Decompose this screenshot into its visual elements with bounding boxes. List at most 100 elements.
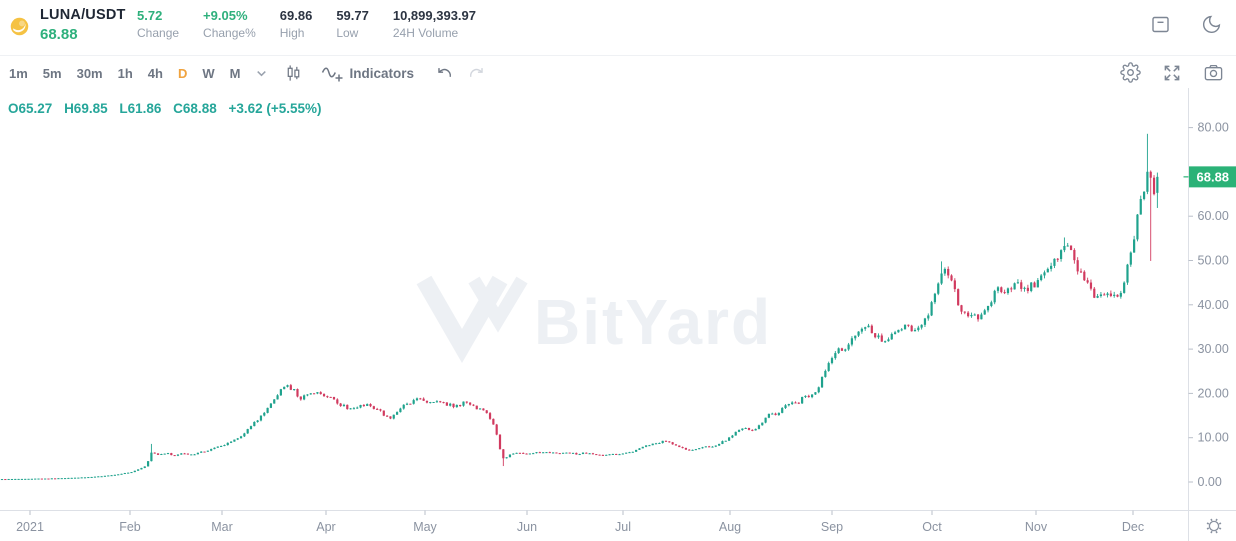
candle-body (1142, 191, 1146, 199)
candle-body (498, 434, 502, 450)
price-tick-label: 40.00 (1198, 298, 1229, 312)
candle-body (694, 449, 697, 451)
candle-body (771, 413, 774, 415)
price-axis[interactable]: 80.00 60.00 50.00 40.00 30.00 20.00 10.00 0.00 (1188, 121, 1229, 489)
candle-body (1030, 282, 1033, 291)
candle-body (409, 403, 412, 405)
candle-body (870, 325, 873, 334)
candle-body (1126, 264, 1129, 283)
axis-settings-gear-icon[interactable] (1206, 518, 1222, 534)
candle-body (249, 426, 253, 430)
candle-body (907, 324, 910, 326)
chart-toolbar: 1m 5m 30m 1h 4h D W M Indicators (0, 56, 1236, 90)
indicators-button[interactable]: Indicators (320, 63, 414, 83)
chevron-down-icon[interactable] (255, 67, 268, 80)
candle-body (691, 449, 694, 451)
candle-body (884, 341, 887, 343)
redo-icon[interactable] (467, 64, 486, 83)
candle-body (37, 478, 40, 480)
chart-style-candles-icon[interactable] (284, 64, 303, 83)
candle-body (804, 395, 807, 398)
stat-value: 5.72 (137, 8, 163, 23)
candle-body (840, 348, 844, 351)
candle-body (399, 408, 402, 413)
undo-icon[interactable] (435, 64, 454, 83)
candle-body (372, 406, 375, 409)
candle-body (336, 399, 339, 404)
candle-body (797, 402, 800, 404)
indicators-wave-icon (322, 67, 343, 82)
timeframe-1h[interactable]: 1h (117, 65, 133, 81)
candle-body (817, 387, 820, 393)
candle-body (990, 302, 993, 306)
candle-body (588, 453, 591, 455)
timeframe-w[interactable]: W (202, 65, 215, 81)
timeframe-30m[interactable]: 30m (76, 65, 103, 81)
candle-body (581, 452, 585, 455)
bityard-watermark: BitYard (416, 275, 770, 364)
candle-body (256, 420, 259, 422)
candle-body (880, 335, 883, 342)
candle-body (146, 461, 150, 467)
candle-body (621, 453, 624, 455)
timeframe-m[interactable]: M (229, 65, 241, 81)
candle-body (223, 445, 226, 447)
time-axis[interactable]: 2021 Feb Mar Apr May Jun Jul Aug Sep Oct Nov Dec (16, 510, 1144, 535)
candle-body (97, 476, 100, 478)
candle-body (744, 428, 747, 430)
time-tick-label: Feb (119, 520, 141, 534)
timeframe-d[interactable]: D (177, 65, 188, 81)
candle-body (963, 311, 966, 313)
candle-body (698, 448, 701, 450)
candle-body (1066, 245, 1069, 247)
time-tick-label: Oct (922, 520, 942, 534)
candle-body (190, 454, 193, 456)
dark-mode-moon-icon[interactable] (1201, 14, 1222, 35)
candle-body (950, 275, 953, 281)
candle-body (1109, 293, 1112, 296)
candle-body (701, 447, 704, 449)
symbol-header: LUNA/USDT 68.88 5.72 Change +9.05% Change% 6… (0, 0, 1236, 56)
fullscreen-icon[interactable] (1162, 63, 1182, 83)
candle-body (180, 453, 183, 455)
candle-body (296, 389, 299, 397)
candle-body (279, 389, 282, 396)
candle-body (196, 452, 199, 455)
candle-body (591, 453, 595, 455)
candle-body (575, 452, 578, 455)
candle-body (502, 449, 505, 459)
timeframe-1m[interactable]: 1m (9, 65, 28, 81)
candle-body (1106, 293, 1109, 296)
timeframe-4h[interactable]: 4h (147, 65, 163, 81)
screenshot-camera-icon[interactable] (1203, 62, 1224, 83)
candle-body (684, 447, 688, 450)
candle-body (661, 440, 664, 443)
candle-body (200, 451, 203, 453)
candle-body (814, 392, 817, 395)
candle-body (558, 453, 561, 455)
candle-body (714, 445, 717, 447)
candle-body (376, 408, 379, 410)
candle-body (1043, 272, 1046, 276)
candle-body (568, 452, 571, 454)
timeframe-5m[interactable]: 5m (42, 65, 62, 81)
candle-body (877, 335, 880, 338)
candle-body (1152, 177, 1156, 195)
stat-label: Change% (203, 26, 256, 40)
candle-body (356, 407, 359, 409)
candle-body (419, 398, 422, 400)
candle-body (1033, 282, 1036, 288)
orderbook-panel-icon[interactable] (1150, 14, 1171, 35)
candle-body (405, 403, 409, 405)
candle-body (452, 403, 455, 408)
candle-body (20, 478, 24, 480)
candle-body (309, 393, 312, 395)
candle-body (459, 404, 462, 406)
candle-body (757, 425, 761, 429)
candle-body (601, 454, 605, 456)
candle-body (429, 402, 432, 404)
chart-settings-gear-icon[interactable] (1120, 62, 1141, 83)
candle-body (638, 448, 641, 450)
